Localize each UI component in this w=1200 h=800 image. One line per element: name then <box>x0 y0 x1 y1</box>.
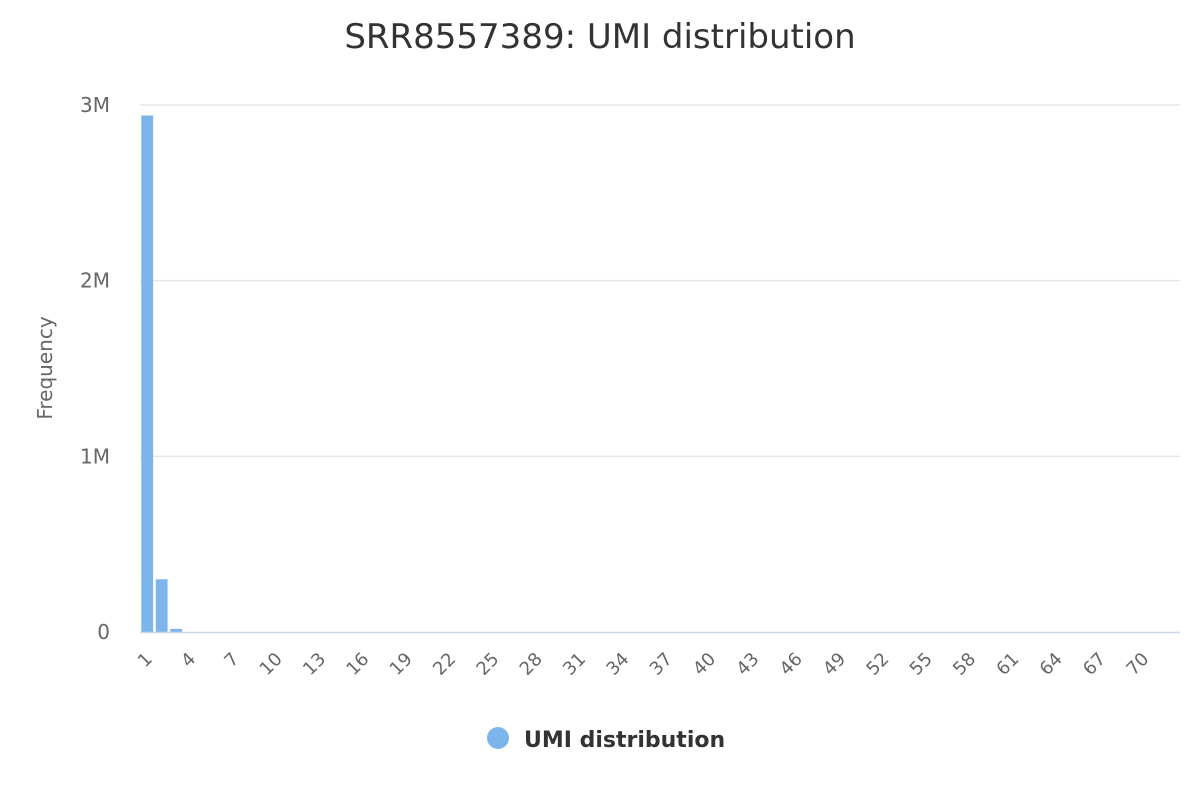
x-tick-label: 55 <box>906 649 937 680</box>
bar-series <box>141 115 183 633</box>
x-tick-label: 52 <box>862 649 893 680</box>
y-gridlines <box>140 104 1180 458</box>
x-tick-label: 61 <box>992 649 1023 680</box>
x-tick-label: 16 <box>342 649 373 680</box>
x-tick-label: 1 <box>134 649 157 672</box>
x-tick-label: 25 <box>472 649 503 680</box>
x-tick-label: 34 <box>602 649 633 680</box>
x-tick-label: 67 <box>1079 649 1110 680</box>
x-tick-label: 64 <box>1036 649 1067 680</box>
x-tick-label: 70 <box>1122 649 1153 680</box>
y-axis-label: Frequency <box>33 316 57 419</box>
x-tick-label: 43 <box>732 649 763 680</box>
x-tick-labels: 1 4 7 10 13 16 19 22 25 28 31 34 37 40 43 46 49 52 55 58 61 6… <box>134 649 1154 680</box>
y-tick-label: 3M <box>80 93 110 117</box>
x-tick-label: 46 <box>776 649 807 680</box>
y-tick-labels: 0 1M 2M 3M <box>80 93 110 644</box>
x-tick-label: 49 <box>819 649 850 680</box>
x-tick-label: 31 <box>559 649 590 680</box>
x-tick-label: 19 <box>386 649 417 680</box>
x-tick-label: 37 <box>646 649 677 680</box>
bar-2[interactable] <box>155 579 168 632</box>
x-tick-label: 40 <box>689 649 720 680</box>
legend[interactable]: UMI distribution <box>487 727 725 753</box>
legend-marker <box>487 727 509 749</box>
legend-label[interactable]: UMI distribution <box>524 728 725 753</box>
y-tick-label: 0 <box>97 620 110 644</box>
chart-title: SRR8557389: UMI distribution <box>344 17 855 57</box>
x-tick-label: 22 <box>429 649 460 680</box>
y-tick-label: 1M <box>80 444 110 468</box>
y-tick-label: 2M <box>80 269 110 293</box>
bar-1[interactable] <box>141 115 154 633</box>
bar-3[interactable] <box>170 628 183 632</box>
x-tick-label: 13 <box>299 649 330 680</box>
x-tick-label: 7 <box>220 649 243 672</box>
x-tick-label: 58 <box>949 649 980 680</box>
x-tick-label: 10 <box>256 649 287 680</box>
x-tick-label: 4 <box>177 649 200 672</box>
x-tick-label: 28 <box>516 649 547 680</box>
